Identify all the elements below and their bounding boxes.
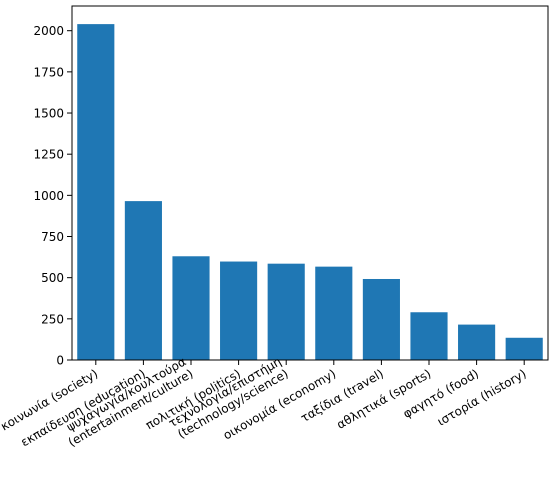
y-tick-label: 1500	[33, 107, 64, 121]
y-tick-label: 2000	[33, 24, 64, 38]
y-axis: 0 250 500 750 1000 1250 1500 1750 2000	[33, 24, 72, 368]
bar	[315, 266, 353, 360]
y-tick-label: 1250	[33, 148, 64, 162]
bars-group	[77, 24, 543, 360]
y-tick-label: 1000	[33, 189, 64, 203]
bar	[267, 263, 305, 360]
bar	[77, 24, 115, 360]
bar	[505, 337, 543, 360]
y-tick-label: 500	[41, 271, 64, 285]
bar	[124, 201, 162, 360]
axes-frame	[71, 5, 549, 361]
bar	[220, 261, 258, 360]
bar	[410, 312, 448, 360]
y-tick-label: 1750	[33, 65, 64, 79]
y-tick-label: 750	[41, 230, 64, 244]
bar	[172, 256, 210, 360]
x-tick-label: ιστορία (history)	[435, 366, 529, 428]
bar	[458, 324, 496, 360]
y-tick-label: 0	[56, 354, 64, 368]
x-axis: κοινωνία (society)εκπαίδευση (education)…	[0, 354, 529, 449]
y-tick-label: 250	[41, 312, 64, 326]
bar	[362, 278, 400, 360]
